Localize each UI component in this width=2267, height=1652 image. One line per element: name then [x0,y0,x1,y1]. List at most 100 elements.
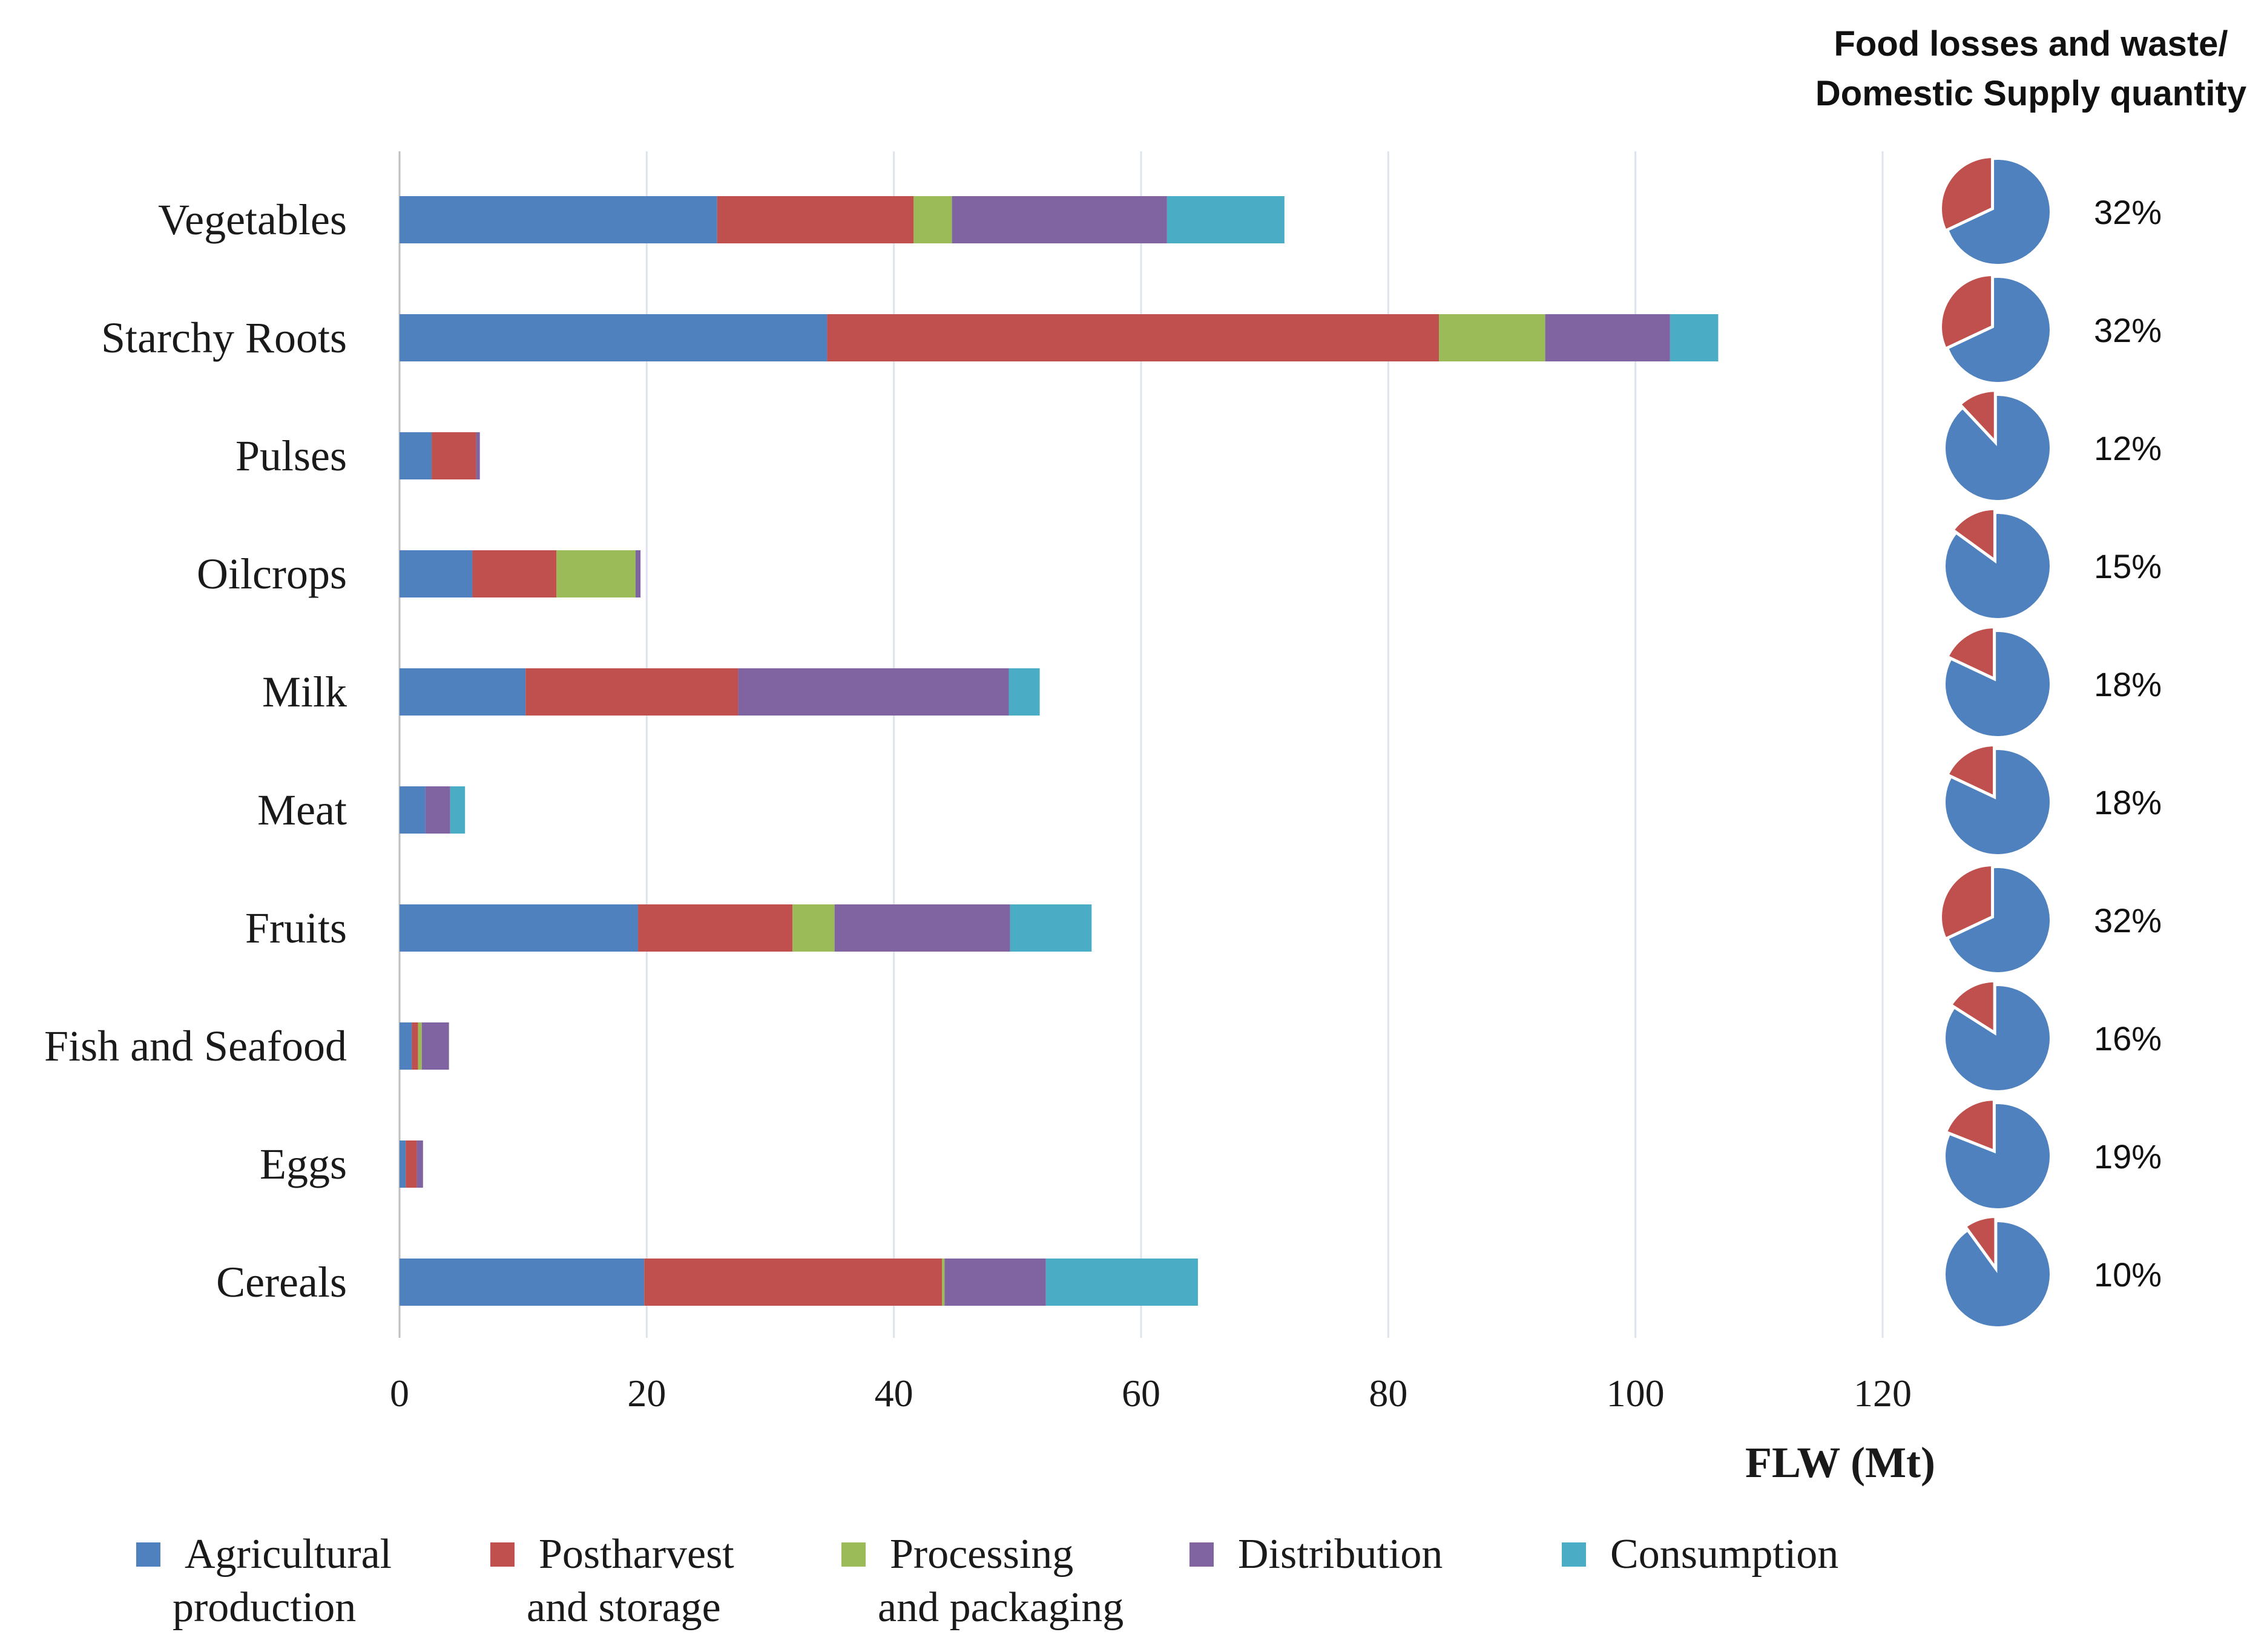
bar-milk-distribution [738,668,1009,716]
x-axis-title: FLW (Mt) [1745,1438,1935,1487]
pie-label-oilcrops: 15% [2094,547,2162,585]
bar-vegetables-consumption [1166,196,1285,243]
bar-vegetables-distribution [952,196,1167,243]
category-label-pulses: Pulses [235,432,347,480]
pie-loss-wedge-oilcrops [1950,507,1996,564]
bar-milk-consumption [1008,668,1040,716]
pie-pulses [1946,389,2050,500]
legend-label-distribution-1: Distribution [1238,1531,1443,1578]
loss-share-pies: 32% 32% 12% 15% 18% 18% 32% 16% 19% 10% [1939,155,2162,1326]
pie-eggs [1944,1097,2050,1208]
legend-label-processing-and-packaging-2: and packaging [878,1584,1124,1631]
pie-loss-wedge-eggs [1944,1097,1996,1154]
bar-fish-and-seafood-agricultural-production [400,1022,412,1070]
pie-rest-cereals [1946,1222,2050,1326]
bar-fruits-agricultural-production [400,904,639,952]
x-tick-20: 20 [627,1372,666,1415]
pie-starchy-roots [1939,273,2050,382]
pie-loss-wedge-vegetables [1939,155,1995,233]
bar-fruits-distribution [834,904,1010,952]
bar-cereals-postharvest-and-storage [644,1259,943,1306]
category-label-meat: Meat [257,786,347,834]
x-tick-80: 80 [1369,1372,1407,1415]
pie-cereals [1946,1214,2050,1326]
pie-milk [1945,625,2050,736]
bar-fruits-postharvest-and-storage [638,904,793,952]
bar-pulses-agricultural-production [400,432,432,479]
bar-cereals-agricultural-production [400,1259,645,1306]
category-label-oilcrops: Oilcrops [197,550,347,598]
x-tick-0: 0 [390,1372,409,1415]
legend-label-agricultural-production-2: production [173,1584,356,1631]
pie-title-line-2: Domestic Supply quantity [1815,74,2246,113]
pie-loss-wedge-fruits [1939,863,1995,941]
pie-rest-pulses [1946,396,2050,500]
bar-fish-and-seafood-distribution [421,1022,449,1070]
legend-label-consumption-1: Consumption [1610,1531,1838,1578]
legend: Agricultural production Postharvest and sto… [136,1531,1838,1631]
pie-loss-wedge-fish-and-seafood [1949,979,1996,1036]
bar-eggs-postharvest-and-storage [406,1140,417,1188]
bar-vegetables-postharvest-and-storage [717,196,914,243]
bar-oilcrops-agricultural-production [400,550,473,597]
legend-label-processing-and-packaging-1: Processing [890,1531,1073,1578]
bar-milk-agricultural-production [400,668,526,716]
bar-fish-and-seafood-processing-and-packaging [418,1022,422,1070]
stacked-bars [400,196,1719,1306]
x-tick-100: 100 [1607,1372,1665,1415]
pie-label-meat: 18% [2094,783,2162,821]
bar-oilcrops-processing-and-packaging [556,550,636,597]
pie-fruits [1939,863,2050,972]
pie-meat [1945,743,2050,854]
bar-starchy-roots-consumption [1670,314,1719,361]
bar-eggs-agricultural-production [400,1140,406,1188]
bar-cereals-processing-and-packaging [942,1259,945,1306]
pie-loss-wedge-meat [1945,743,1996,800]
category-label-starchy-roots: Starchy Roots [101,314,347,362]
pie-label-vegetables: 32% [2094,193,2162,231]
category-label-vegetables: Vegetables [158,196,347,244]
bar-meat-distribution [425,786,450,834]
bar-milk-postharvest-and-storage [525,668,739,716]
bar-vegetables-agricultural-production [400,196,717,243]
bar-eggs-distribution [416,1140,423,1188]
pie-oilcrops [1946,507,2050,618]
pie-label-milk: 18% [2094,665,2162,703]
pie-label-pulses: 12% [2094,429,2162,467]
bar-pulses-distribution [476,432,480,479]
pie-fish-and-seafood [1946,979,2050,1090]
pie-loss-wedge-starchy-roots [1939,273,1995,351]
legend-label-postharvest-and-storage-1: Postharvest [539,1531,734,1578]
legend-label-agricultural-production-1: Agricultural [185,1531,392,1578]
bar-starchy-roots-postharvest-and-storage [827,314,1439,361]
pie-label-eggs: 19% [2094,1137,2162,1176]
x-tick-40: 40 [875,1372,913,1415]
legend-swatch-processing-and-packaging [841,1542,866,1567]
bar-fruits-consumption [1010,904,1092,952]
pie-vegetables [1939,155,2050,264]
pie-loss-wedge-cereals [1963,1214,1998,1274]
legend-swatch-consumption [1562,1542,1586,1567]
category-label-eggs: Eggs [260,1140,347,1188]
category-label-milk: Milk [262,668,347,716]
pie-label-cereals: 10% [2094,1255,2162,1294]
x-tick-60: 60 [1122,1372,1160,1415]
bar-meat-consumption [450,786,466,834]
bar-vegetables-processing-and-packaging [913,196,952,243]
bar-fruits-processing-and-packaging [792,904,835,952]
bar-fish-and-seafood-postharvest-and-storage [412,1022,418,1070]
category-labels: Vegetables Starchy Roots Pulses Oilcrops Mil… [44,196,347,1306]
pie-loss-wedge-pulses [1957,389,1997,447]
bar-starchy-roots-distribution [1545,314,1670,361]
category-label-fruits: Fruits [245,904,347,952]
bar-starchy-roots-processing-and-packaging [1439,314,1545,361]
category-label-fish-and-seafood: Fish and Seafood [44,1022,347,1070]
pie-loss-wedge-milk [1945,625,1996,682]
bar-pulses-postharvest-and-storage [432,432,476,479]
pie-title-line-1: Food losses and waste/ [1834,24,2228,64]
pie-label-fish-and-seafood: 16% [2094,1019,2162,1058]
bar-meat-agricultural-production [400,786,426,834]
bar-cereals-consumption [1045,1259,1198,1306]
bar-cereals-distribution [944,1259,1046,1306]
